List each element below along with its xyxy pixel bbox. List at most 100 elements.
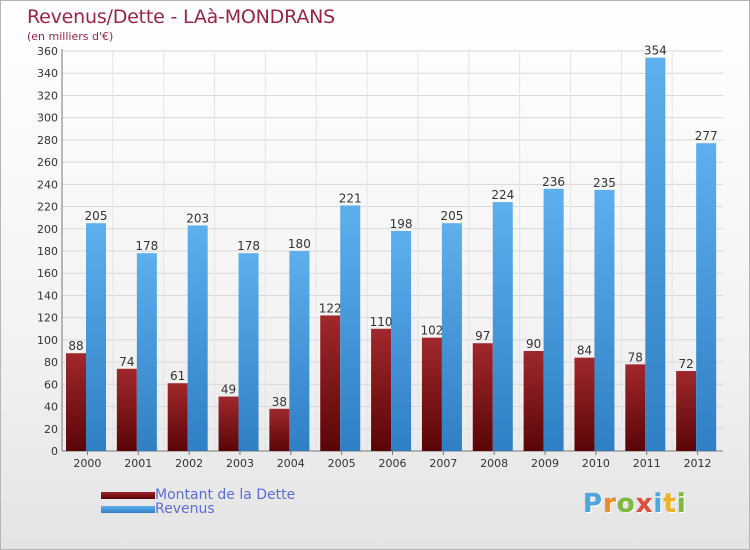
y-tick-label: 140	[37, 289, 58, 302]
x-tick-label: 2004	[277, 457, 305, 470]
bar-debt	[320, 315, 341, 451]
bar-debt	[421, 337, 442, 451]
bar-revenus	[441, 223, 462, 451]
logo-letter: o	[616, 489, 636, 519]
x-tick-label: 2006	[379, 457, 407, 470]
data-label-revenus: 224	[491, 188, 514, 202]
legend-swatch-revenus	[101, 506, 155, 513]
x-tick-label: 2011	[633, 457, 661, 470]
x-tick-label: 2000	[73, 457, 101, 470]
bar-debt	[523, 351, 544, 451]
logo-letter: P	[583, 489, 604, 519]
y-tick-label: 320	[37, 89, 58, 102]
bar-revenus	[289, 251, 310, 451]
data-label-revenus: 180	[288, 237, 311, 251]
data-label-debt: 84	[577, 344, 592, 358]
data-label-debt: 90	[526, 337, 541, 351]
data-label-debt: 49	[221, 383, 236, 397]
bar-revenus	[187, 225, 208, 451]
data-label-revenus: 236	[542, 175, 565, 189]
bar-debt	[167, 383, 188, 451]
x-tick-label: 2012	[684, 457, 712, 470]
data-label-debt: 102	[420, 324, 443, 338]
bars	[66, 57, 717, 452]
chart-title: Revenus/Dette - LAà-MONDRANS	[27, 6, 336, 28]
y-tick-label: 20	[44, 423, 58, 436]
y-tick-label: 120	[37, 312, 58, 325]
bar-debt	[116, 368, 137, 451]
y-tick-label: 220	[37, 201, 58, 214]
data-label-debt: 97	[475, 329, 490, 343]
y-tick-label: 180	[37, 245, 58, 258]
legend-label-debt: Montant de la Dette	[155, 487, 296, 503]
x-tick-label: 2009	[531, 457, 559, 470]
logo-letter: r	[603, 489, 617, 519]
x-tick-label: 2007	[429, 457, 457, 470]
y-tick-label: 240	[37, 178, 58, 191]
bar-debt	[574, 357, 595, 451]
y-tick-label: 80	[44, 356, 58, 369]
bar-revenus	[136, 253, 157, 451]
proxiti-logo: Proxiti	[583, 489, 687, 519]
data-label-debt: 122	[319, 301, 342, 315]
bar-debt	[676, 371, 697, 451]
x-tick-label: 2002	[175, 457, 203, 470]
data-label-debt: 72	[679, 357, 694, 371]
y-tick-label: 0	[51, 445, 58, 458]
logo-letter: i	[653, 489, 664, 519]
bar-revenus	[696, 143, 717, 451]
bar-revenus	[543, 188, 564, 451]
bar-revenus	[645, 57, 666, 452]
data-label-debt: 38	[272, 395, 287, 409]
y-tick-label: 260	[37, 156, 58, 169]
data-label-revenus: 354	[644, 44, 667, 58]
bar-revenus	[594, 189, 615, 451]
data-label-revenus: 221	[339, 191, 362, 205]
data-label-debt: 110	[370, 315, 393, 329]
data-label-revenus: 178	[135, 239, 158, 253]
y-tick-label: 200	[37, 223, 58, 236]
x-tick-label: 2010	[582, 457, 610, 470]
y-tick-label: 160	[37, 267, 58, 280]
x-tick-label: 2005	[328, 457, 356, 470]
bar-revenus	[86, 223, 106, 451]
legend-label-revenus: Revenus	[155, 501, 215, 517]
chart-subtitle: (en milliers d'€)	[27, 30, 114, 43]
y-tick-label: 360	[37, 45, 58, 58]
y-tick-label: 60	[44, 378, 58, 391]
data-label-revenus: 205	[440, 209, 463, 223]
data-label-revenus: 203	[186, 211, 209, 225]
data-label-debt: 74	[119, 355, 134, 369]
logo-letter: i	[676, 489, 687, 519]
data-label-revenus: 198	[390, 217, 413, 231]
bar-revenus	[492, 202, 513, 451]
bar-debt	[218, 396, 239, 451]
x-tick-label: 2001	[124, 457, 152, 470]
data-label-revenus: 235	[593, 176, 616, 190]
bar-debt	[472, 343, 493, 451]
data-label-revenus: 205	[85, 209, 108, 223]
bar-revenus	[340, 205, 361, 451]
x-tick-label: 2003	[226, 457, 254, 470]
legend-swatch-debt	[101, 492, 155, 499]
y-tick-label: 340	[37, 67, 58, 80]
logo-letter: x	[635, 489, 654, 519]
data-label-debt: 78	[628, 350, 643, 364]
bar-debt	[66, 353, 86, 451]
bar-debt	[371, 328, 392, 451]
data-label-debt: 61	[170, 369, 185, 383]
data-label-revenus: 277	[695, 129, 718, 143]
data-label-revenus: 178	[237, 239, 260, 253]
y-tick-label: 280	[37, 134, 58, 147]
y-tick-label: 300	[37, 112, 58, 125]
logo-letter: t	[663, 489, 677, 519]
y-tick-label: 40	[44, 401, 58, 414]
y-tick-label: 100	[37, 334, 58, 347]
bar-debt	[625, 364, 646, 451]
bar-revenus	[238, 253, 259, 451]
x-tick-label: 2008	[480, 457, 508, 470]
axes: 0 20 40 60 80 100 120 140 160 180 200 220 240 260 280 3…	[37, 45, 723, 470]
data-label-debt: 88	[68, 339, 83, 353]
